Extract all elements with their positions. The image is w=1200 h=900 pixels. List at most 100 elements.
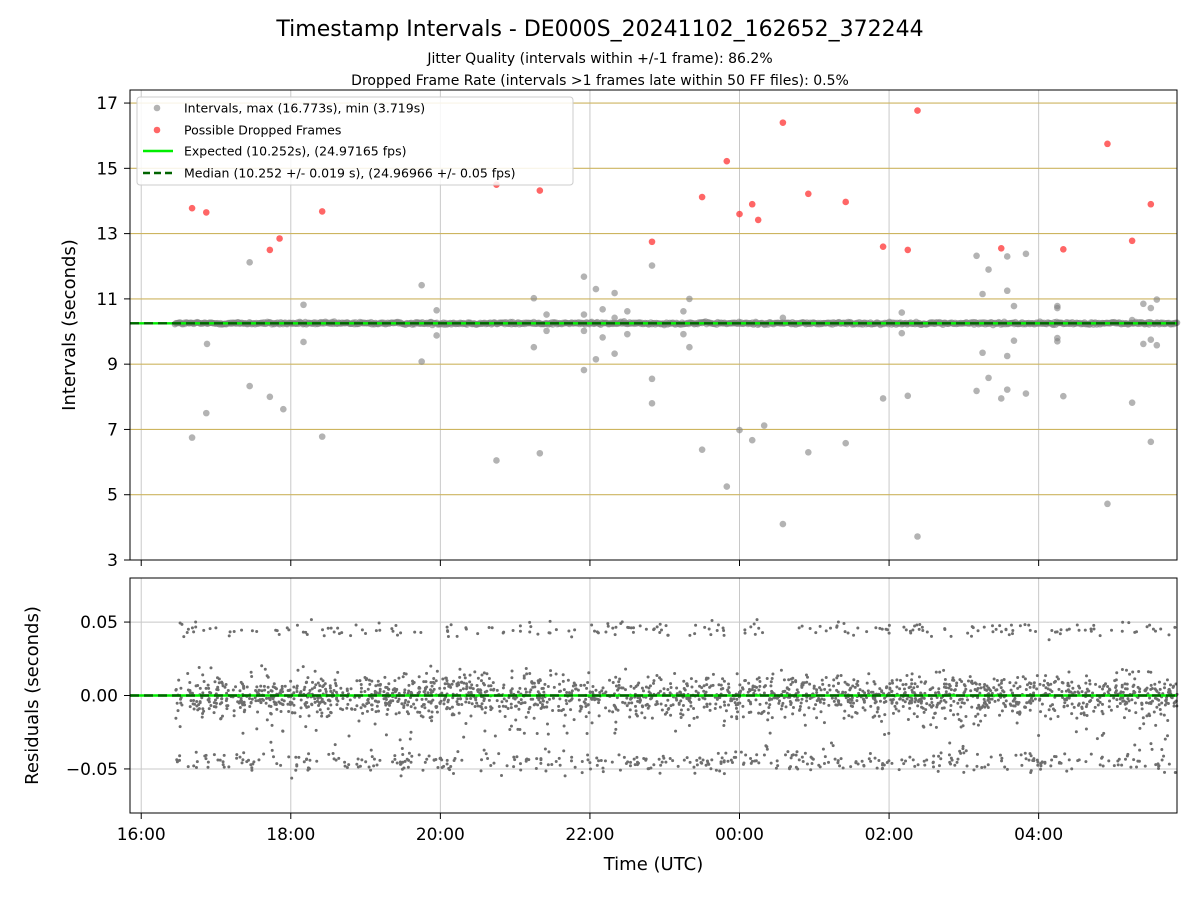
residual-point (345, 689, 349, 693)
residual-point (329, 703, 333, 707)
residual-point (1102, 731, 1106, 735)
residual-point (220, 714, 224, 718)
residual-point (419, 630, 423, 634)
residual-point (340, 631, 344, 635)
residual-point (588, 691, 592, 695)
residual-point (632, 686, 636, 690)
residual-point (396, 700, 400, 704)
residual-point (188, 691, 192, 695)
residual-point (217, 677, 221, 681)
residual-point (1066, 688, 1070, 692)
residual-point (480, 758, 484, 762)
residual-point (700, 686, 704, 690)
residual-point (356, 765, 360, 769)
residual-point (294, 768, 298, 772)
residual-point (791, 753, 795, 757)
residual-point (318, 684, 322, 688)
residual-point (238, 689, 242, 693)
residual-point (407, 751, 411, 755)
residual-point (618, 677, 622, 681)
residual-point (318, 708, 322, 712)
residual-point (512, 765, 516, 769)
residual-point (710, 758, 714, 762)
x-tick-label: 16:00 (117, 825, 166, 845)
residual-point (854, 710, 858, 714)
residual-point (280, 684, 284, 688)
residual-point (1157, 767, 1161, 771)
residual-point (548, 631, 552, 635)
residual-point (222, 765, 226, 769)
residual-point (1049, 704, 1053, 708)
residual-point (610, 760, 614, 764)
interval-point (1010, 337, 1018, 344)
residual-point (523, 687, 527, 691)
residual-point (1007, 633, 1011, 637)
residual-point (976, 723, 980, 727)
residual-point (588, 767, 592, 771)
residual-point (922, 696, 926, 700)
residual-point (178, 754, 182, 758)
residual-point (693, 632, 697, 636)
residual-point (522, 731, 526, 735)
interval-point (624, 330, 631, 338)
residual-point (464, 700, 468, 704)
interval-point (648, 400, 656, 407)
residual-point (976, 696, 980, 700)
residual-point (281, 703, 285, 707)
residual-point (913, 764, 917, 768)
residual-point (1076, 759, 1080, 763)
residual-point (359, 686, 363, 690)
residual-point (500, 700, 504, 704)
residual-point (964, 687, 968, 691)
residual-point (805, 762, 809, 766)
dropped-frame-point (266, 246, 274, 254)
residual-point (682, 758, 686, 762)
residual-point (1047, 708, 1051, 712)
residual-point (307, 714, 311, 718)
residual-point (665, 711, 669, 715)
interval-point (805, 448, 812, 456)
residual-point (432, 676, 436, 680)
residual-point (457, 711, 461, 715)
interval-point (648, 375, 656, 383)
residual-point (429, 664, 433, 668)
residual-point (708, 702, 712, 706)
x-tick-label: 20:00 (416, 825, 465, 845)
interval-point (418, 358, 425, 365)
residual-point (545, 722, 549, 726)
residual-point (421, 715, 425, 719)
residual-point (1115, 671, 1119, 675)
residual-point (641, 705, 645, 709)
residual-point (545, 705, 549, 709)
residual-point (885, 761, 889, 765)
interval-point (879, 395, 887, 402)
residual-point (339, 686, 343, 690)
residual-point (947, 686, 951, 690)
residual-point (333, 743, 337, 747)
residual-point (508, 728, 512, 732)
residual-point (501, 704, 505, 708)
residual-point (485, 672, 489, 676)
residual-point (1158, 687, 1162, 691)
residual-point (1077, 691, 1081, 695)
residual-point (829, 626, 833, 630)
residual-point (319, 700, 323, 704)
residual-point (522, 674, 526, 678)
residual-point (518, 762, 522, 766)
residual-point (1110, 628, 1114, 632)
residual-point (509, 706, 513, 710)
residual-point (261, 698, 265, 702)
residual-point (549, 669, 553, 673)
residual-point (321, 679, 325, 683)
residual-point (675, 698, 679, 702)
residual-point (846, 631, 850, 635)
residual-point (220, 697, 224, 701)
residual-point (1162, 754, 1166, 758)
residual-point (250, 674, 254, 678)
residual-point (901, 705, 905, 709)
residual-point (995, 678, 999, 682)
residual-point (192, 630, 196, 634)
residual-point (400, 702, 404, 706)
residual-point (235, 753, 239, 757)
residual-point (1165, 696, 1169, 700)
